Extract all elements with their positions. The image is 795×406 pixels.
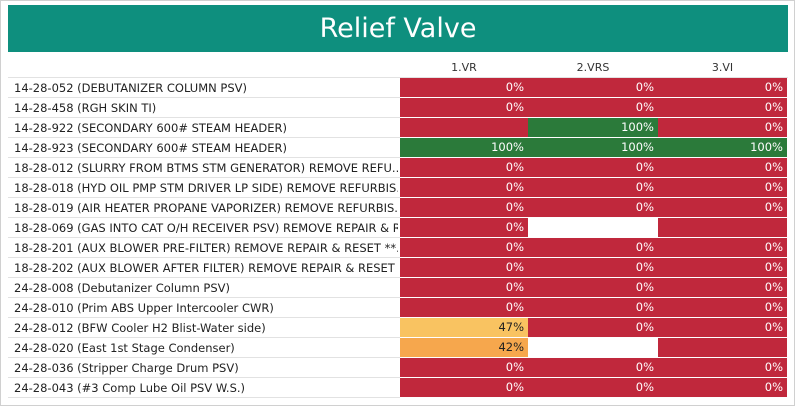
table-cell: 0%: [658, 178, 787, 197]
table-cell: 0%: [658, 358, 787, 377]
table-cell: 100%: [658, 138, 787, 157]
table-cell: 0%: [528, 158, 658, 177]
row-label: 14-28-923 (SECONDARY 600# STEAM HEADER): [14, 141, 288, 155]
title: Relief Valve: [8, 5, 788, 52]
table-cell: 0%: [528, 318, 658, 337]
table-cell: 0%: [658, 278, 787, 297]
table-cell: 0%: [400, 178, 528, 197]
table-cell: 0%: [400, 238, 528, 257]
table-cell: 42%: [400, 338, 528, 357]
row-separator: [8, 197, 400, 198]
table-cell: [528, 218, 658, 237]
row-label: 24-28-008 (Debutanizer Column PSV): [14, 281, 230, 295]
table-cell: 0%: [400, 198, 528, 217]
table-cell: 0%: [528, 238, 658, 257]
table-cell: 0%: [400, 158, 528, 177]
table-cell: 0%: [528, 78, 658, 97]
table-cell: [528, 338, 658, 357]
table-cell: [400, 118, 528, 137]
table-cell: 0%: [400, 78, 528, 97]
table-cell: 0%: [528, 258, 658, 277]
table-cell: 0%: [528, 98, 658, 117]
table-cell: 0%: [528, 358, 658, 377]
table-cell: 0%: [658, 378, 787, 397]
row-separator: [8, 397, 400, 398]
row-label: 24-28-010 (Prim ABS Upper Intercooler CW…: [14, 301, 274, 315]
header-line: [8, 77, 788, 78]
table-cell: 0%: [658, 98, 787, 117]
table-cell: [658, 218, 787, 237]
row-label: 18-28-019 (AIR HEATER PROPANE VAPORIZER)…: [14, 201, 398, 215]
row-label: 14-28-052 (DEBUTANIZER COLUMN PSV): [14, 81, 247, 95]
column-header: 2.VRS: [576, 61, 610, 74]
table-cell: [658, 338, 787, 357]
row-separator: [8, 337, 400, 338]
table-cell: 0%: [400, 358, 528, 377]
table-cell: 0%: [400, 98, 528, 117]
row-label: 18-28-012 (SLURRY FROM BTMS STM GENERATO…: [14, 161, 398, 175]
row-separator: [8, 157, 400, 158]
row-separator: [8, 377, 400, 378]
row-label: 24-28-020 (East 1st Stage Condenser): [14, 341, 235, 355]
table-cell: 0%: [528, 178, 658, 197]
row-separator: [8, 297, 400, 298]
table-cell: 0%: [528, 298, 658, 317]
column-header: 1.VR: [451, 61, 477, 74]
table-cell: 0%: [658, 238, 787, 257]
row-label: 24-28-043 (#3 Comp Lube Oil PSV W.S.): [14, 381, 246, 395]
table-cell: 0%: [658, 298, 787, 317]
row-label: 18-28-201 (AUX BLOWER PRE-FILTER) REMOVE…: [14, 241, 398, 255]
row-label: 24-28-036 (Stripper Charge Drum PSV): [14, 361, 239, 375]
row-label: 18-28-018 (HYD OIL PMP STM DRIVER LP SID…: [14, 181, 398, 195]
table-cell: 0%: [658, 118, 787, 137]
table-cell: 0%: [658, 198, 787, 217]
table-cell: 0%: [658, 158, 787, 177]
column-header: 3.VI: [711, 61, 734, 74]
table-cell: 47%: [400, 318, 528, 337]
table-cell: 0%: [528, 198, 658, 217]
row-separator: [8, 97, 400, 98]
row-separator: [8, 177, 400, 178]
table-cell: 100%: [528, 118, 658, 137]
row-separator: [8, 257, 400, 258]
table-cell: 0%: [400, 298, 528, 317]
row-label: 14-28-922 (SECONDARY 600# STEAM HEADER): [14, 121, 288, 135]
row-separator: [8, 357, 400, 358]
table-cell: 0%: [658, 318, 787, 337]
row-label: 14-28-458 (RGH SKIN TI): [14, 101, 157, 115]
table-cell: 0%: [528, 278, 658, 297]
table-cell: 100%: [528, 138, 658, 157]
table-cell: 0%: [528, 378, 658, 397]
row-label: 18-28-069 (GAS INTO CAT O/H RECEIVER PSV…: [14, 221, 398, 235]
table-cell: 0%: [658, 78, 787, 97]
row-separator: [8, 217, 400, 218]
table-cell: 0%: [400, 278, 528, 297]
row-label: 24-28-012 (BFW Cooler H2 Blist-Water sid…: [14, 321, 266, 335]
row-separator: [8, 117, 400, 118]
table-cell: 0%: [400, 258, 528, 277]
table-cell: 0%: [400, 378, 528, 397]
table-cell: 0%: [400, 218, 528, 237]
row-separator: [8, 237, 400, 238]
row-label: 18-28-202 (AUX BLOWER AFTER FILTER) REMO…: [14, 261, 398, 275]
table-cell: 0%: [658, 258, 787, 277]
table-cell: 100%: [400, 138, 528, 157]
row-separator: [8, 137, 400, 138]
row-separator: [8, 277, 400, 278]
row-separator: [8, 317, 400, 318]
